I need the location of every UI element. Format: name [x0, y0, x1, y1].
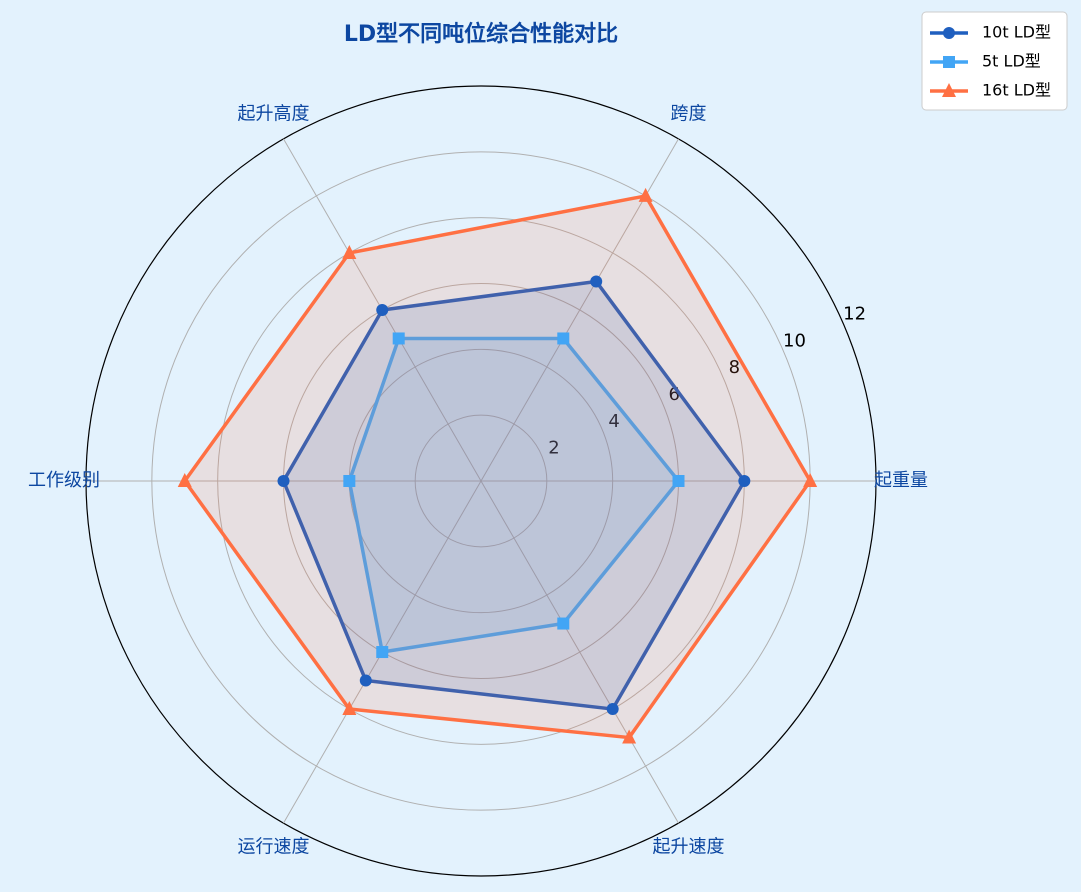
marker [277, 475, 290, 487]
marker [943, 56, 955, 68]
legend: 10t LD型 5t LD型 16t LD型 [921, 11, 1068, 111]
spoke [480, 480, 679, 824]
marker [943, 27, 955, 39]
category-label: 运行速度 [238, 836, 310, 857]
marker [557, 332, 570, 345]
marker [342, 701, 357, 716]
marker [803, 473, 818, 487]
category-label: 起升高度 [238, 104, 310, 125]
r-tick-label: 10 [783, 330, 806, 351]
marker [672, 475, 685, 487]
r-tick-label: 12 [843, 304, 866, 325]
legend-label: 5t LD型 [982, 52, 1041, 71]
marker [392, 332, 405, 345]
marker [622, 729, 637, 744]
marker [590, 275, 603, 288]
marker [177, 473, 192, 487]
legend-box [921, 11, 1068, 111]
category-label: 起重量 [874, 470, 928, 491]
marker [738, 475, 751, 487]
category-label: 起升速度 [653, 836, 725, 857]
category-label: 工作级别 [28, 470, 100, 491]
marker [557, 617, 570, 630]
marker [376, 646, 389, 659]
marker [942, 83, 956, 97]
legend-label: 16t LD型 [982, 81, 1051, 100]
r-tick-label: 6 [668, 384, 679, 405]
marker [376, 303, 389, 316]
legend-label: 10t LD型 [982, 23, 1051, 42]
marker [342, 244, 357, 259]
chart-title: LD型不同吨位综合性能对比 [344, 21, 618, 47]
category-label: 跨度 [671, 104, 707, 125]
marker [359, 674, 372, 687]
r-tick-label: 8 [729, 357, 740, 378]
marker [606, 703, 619, 716]
r-tick-label: 4 [608, 411, 619, 432]
series-area [183, 194, 812, 740]
marker [343, 475, 356, 487]
r-tick-label: 2 [548, 438, 559, 459]
marker [638, 187, 653, 202]
